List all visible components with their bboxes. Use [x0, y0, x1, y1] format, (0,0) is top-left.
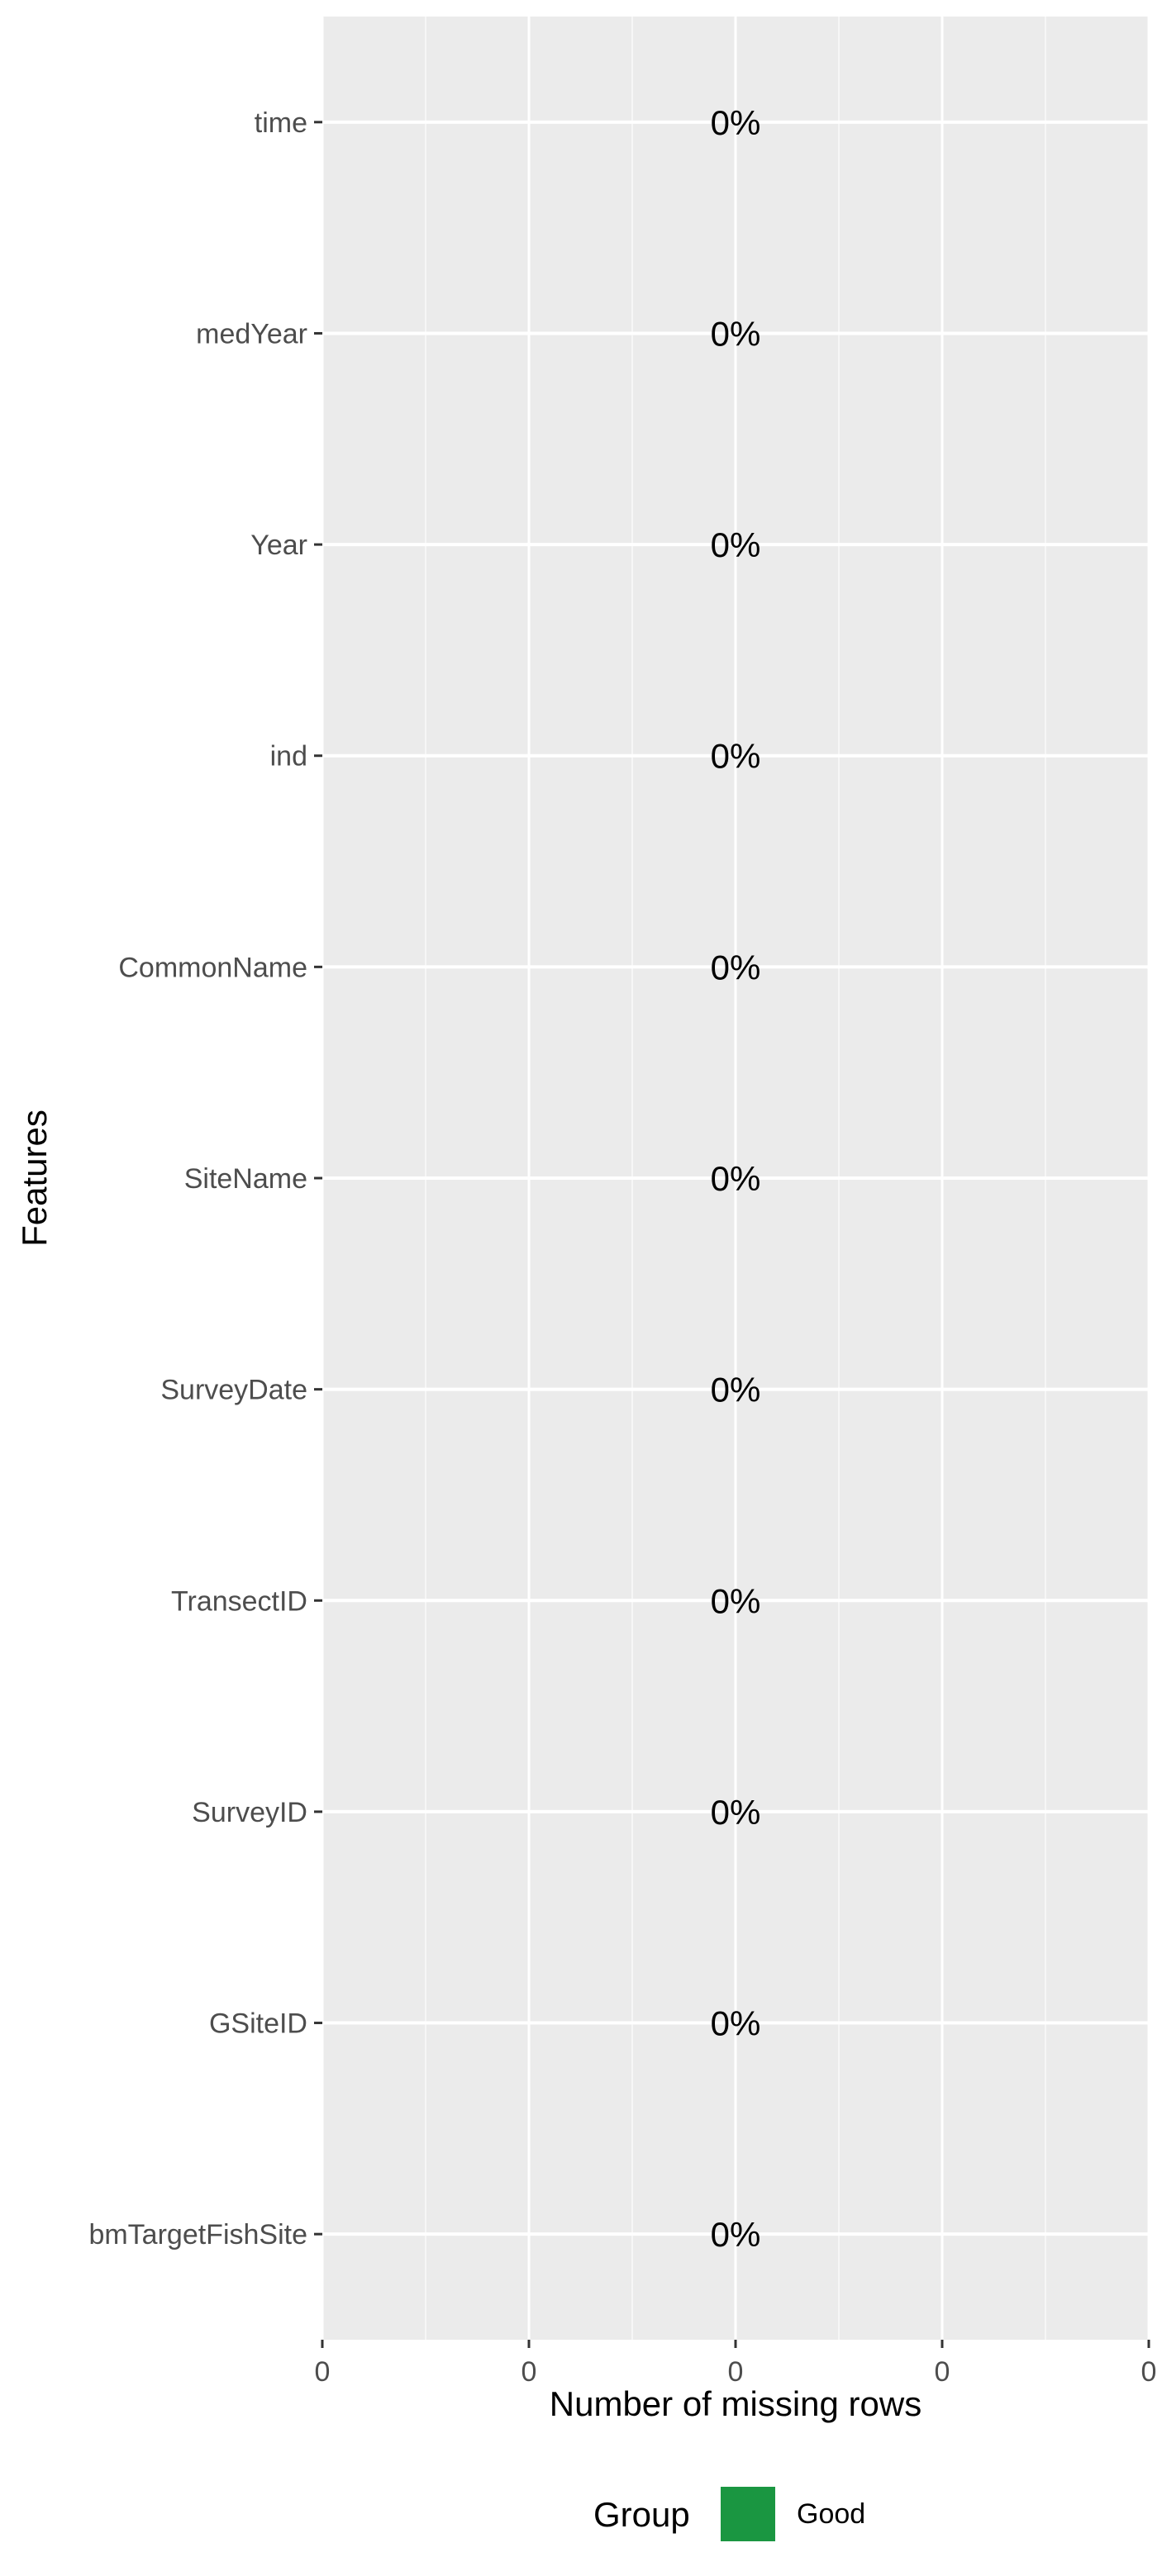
y-tick-label: TransectID — [171, 1585, 307, 1617]
y-tick-label: ind — [270, 741, 307, 772]
y-axis: time medYear Year ind CommonName SiteName Surv… — [88, 107, 322, 2250]
x-tick-label: 0 — [935, 2356, 950, 2388]
data-label: 0% — [711, 2215, 761, 2254]
x-axis: 0 0 0 0 0 — [315, 2340, 1157, 2388]
data-label: 0% — [711, 1159, 761, 1198]
y-axis-title: Features — [15, 1110, 54, 1247]
legend-label-good: Good — [797, 2498, 865, 2530]
data-label: 0% — [711, 1793, 761, 1832]
y-tick-label: CommonName — [118, 952, 307, 983]
data-label: 0% — [711, 525, 761, 564]
legend: Group Good — [593, 2487, 865, 2541]
data-label: 0% — [711, 314, 761, 353]
y-tick-label: GSiteID — [209, 2008, 307, 2040]
data-label: 0% — [711, 103, 761, 142]
data-label: 0% — [711, 2004, 761, 2043]
legend-title: Group — [593, 2495, 690, 2534]
x-tick-label: 0 — [728, 2356, 744, 2388]
x-tick-label: 0 — [315, 2356, 331, 2388]
major-gridlines — [321, 17, 1150, 2340]
x-tick-label: 0 — [521, 2356, 537, 2388]
x-axis-title: Number of missing rows — [550, 2384, 922, 2423]
data-label: 0% — [711, 948, 761, 986]
data-label: 0% — [711, 1371, 761, 1409]
data-label: 0% — [711, 737, 761, 776]
y-tick-label: time — [255, 107, 307, 139]
y-tick-label: Year — [250, 530, 307, 561]
data-label: 0% — [711, 1581, 761, 1620]
y-tick-label: medYear — [196, 318, 307, 349]
y-tick-label: SiteName — [184, 1163, 307, 1195]
y-tick-label: bmTargetFishSite — [88, 2219, 307, 2250]
y-tick-label: SurveyDate — [160, 1375, 307, 1406]
data-labels: 0% 0% 0% 0% 0% 0% 0% 0% 0% 0% 0% — [711, 103, 761, 2254]
legend-key-good — [721, 2487, 775, 2541]
x-tick-label: 0 — [1141, 2356, 1157, 2388]
y-tick-label: SurveyID — [192, 1797, 307, 1828]
